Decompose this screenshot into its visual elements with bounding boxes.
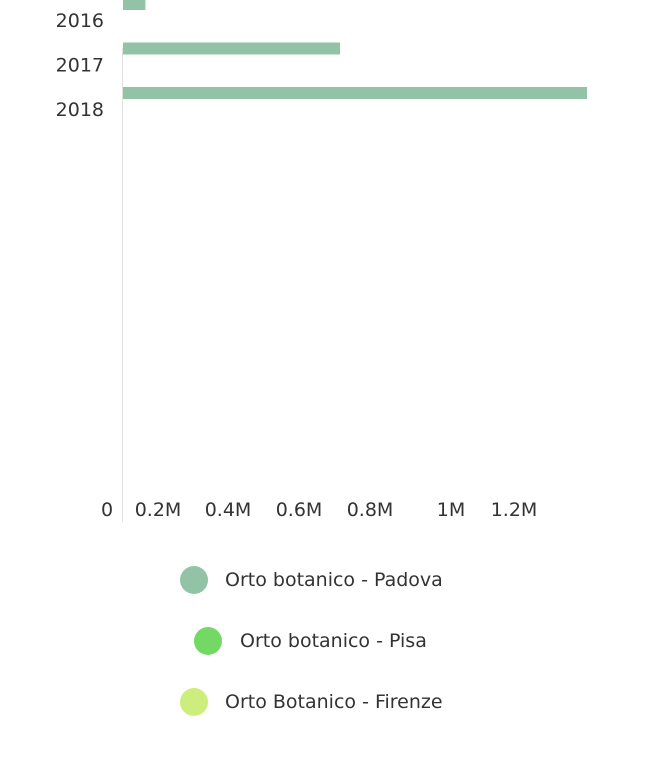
x-tick-label: 1.2M [491,499,538,521]
legend: Orto botanico - Padova Orto botanico - Pi… [180,566,443,716]
x-tick-label: 0.6M [276,499,323,521]
bars-layer [123,0,587,99]
bar [123,87,587,99]
legend-item: Orto Botanico - Firenze [180,688,443,716]
y-axis-labels: 201020112012201320142015201620172018 [56,10,104,121]
x-tick-label: 0.4M [205,499,252,521]
legend-label: Orto botanico - Padova [225,569,443,591]
legend-label: Orto Botanico - Firenze [225,691,443,713]
x-tick-label: 1M [437,499,465,521]
y-tick-label: 2016 [56,10,104,32]
x-tick-label: 0.8M [347,499,394,521]
legend-swatch [180,566,208,594]
x-tick-label: 0.2M [135,499,182,521]
bar [123,42,341,55]
x-axis-labels: 0 0.2M 0.4M 0.6M 0.8M 1M 1.2M [101,499,537,521]
bar [123,0,146,10]
legend-item: Orto botanico - Padova [180,566,443,594]
legend-item: Orto botanico - Pisa [194,627,427,655]
x-tick-label: 0 [101,499,113,521]
y-tick-label: 2017 [56,55,104,77]
legend-swatch [180,688,208,716]
legend-swatch [194,627,222,655]
y-tick-label: 2018 [56,99,104,121]
legend-label: Orto botanico - Pisa [240,630,427,652]
